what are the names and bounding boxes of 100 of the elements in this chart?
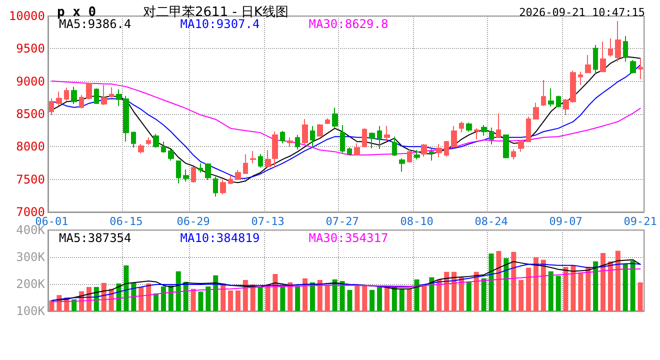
candlestick bbox=[496, 112, 501, 138]
candlestick bbox=[556, 95, 561, 108]
candlestick bbox=[287, 136, 293, 148]
candlestick bbox=[265, 150, 271, 168]
candlestick bbox=[541, 80, 546, 107]
candlestick bbox=[332, 107, 338, 128]
candlestick bbox=[168, 148, 174, 162]
candlestick bbox=[280, 130, 285, 144]
candlestick bbox=[213, 176, 218, 198]
candlestick bbox=[250, 150, 256, 164]
candlestick bbox=[94, 88, 99, 105]
candlestick bbox=[86, 82, 92, 100]
candlestick bbox=[295, 134, 300, 150]
candlestick bbox=[600, 41, 606, 72]
candlestick bbox=[153, 133, 159, 148]
x-tick-label: 06-15 bbox=[110, 215, 143, 228]
candlestick bbox=[64, 87, 69, 102]
candlestick bbox=[71, 86, 77, 105]
candlestick bbox=[608, 38, 613, 58]
candlestick bbox=[414, 150, 420, 160]
x-tick-label: 09-21 bbox=[624, 215, 657, 228]
candlestick bbox=[481, 124, 487, 136]
candlestick bbox=[578, 71, 583, 86]
candlestick bbox=[176, 160, 181, 184]
x-tick-label: 08-10 bbox=[400, 215, 434, 228]
text: MA5:387354 bbox=[59, 231, 132, 245]
y-tick-label: 7500 bbox=[16, 172, 45, 186]
candlestick bbox=[325, 118, 330, 124]
text: MA10:9307.4 bbox=[180, 17, 260, 31]
candlestick bbox=[243, 154, 248, 174]
candlestick bbox=[220, 179, 226, 195]
y-tick-label: 9500 bbox=[16, 42, 45, 56]
candlestick bbox=[101, 84, 107, 106]
candlestick bbox=[161, 141, 166, 154]
text: MA10:384819 bbox=[180, 231, 260, 245]
x-tick-label: 06-29 bbox=[176, 215, 210, 228]
candlestick bbox=[258, 153, 263, 168]
candlestick bbox=[392, 136, 397, 157]
candlestick bbox=[354, 142, 360, 156]
candlestick bbox=[340, 124, 345, 154]
candlestick bbox=[310, 126, 315, 148]
x-tick-label: 07-27 bbox=[326, 215, 359, 228]
candlestick bbox=[205, 162, 211, 180]
x-tick-label: 09-07 bbox=[549, 215, 582, 228]
candlestick bbox=[548, 88, 554, 108]
candlestick bbox=[503, 134, 509, 159]
line-series bbox=[51, 80, 641, 156]
y-tick-label: 9000 bbox=[16, 74, 45, 88]
candlestick bbox=[615, 20, 621, 62]
chart-subtitle: 2026-09-21 10:47:15 bbox=[519, 6, 646, 19]
candlestick bbox=[421, 143, 427, 158]
candlestick bbox=[198, 162, 203, 174]
y-tick-label: 8500 bbox=[16, 107, 45, 121]
candlestick bbox=[191, 166, 196, 184]
candlestick bbox=[399, 158, 405, 172]
candlestick bbox=[444, 140, 449, 158]
candlestick bbox=[451, 126, 457, 148]
candlestick bbox=[384, 125, 390, 142]
candlestick bbox=[49, 98, 54, 116]
candlestick bbox=[138, 143, 144, 154]
line-series bbox=[51, 268, 641, 302]
candlestick bbox=[228, 175, 233, 185]
text: MA30:8629.8 bbox=[308, 17, 388, 31]
candlestick bbox=[131, 131, 136, 148]
candlestick bbox=[369, 132, 375, 149]
y-tick-label: 300K bbox=[16, 250, 46, 264]
candlestick bbox=[302, 118, 308, 144]
candlestick bbox=[436, 143, 442, 158]
candlestick bbox=[526, 116, 531, 142]
candlestick bbox=[377, 126, 382, 150]
text: MA5:9386.4 bbox=[59, 17, 132, 31]
y-tick-label: 200K bbox=[16, 277, 46, 291]
candlestick bbox=[347, 146, 352, 154]
candlestick bbox=[638, 58, 643, 80]
y-tick-label: 8000 bbox=[16, 140, 45, 154]
x-tick-label: 07-13 bbox=[251, 215, 284, 228]
candlestick bbox=[533, 102, 539, 120]
y-tick-label: 10000 bbox=[8, 9, 45, 23]
annotation: p x 0 bbox=[57, 5, 96, 20]
text: MA30:354317 bbox=[308, 231, 388, 245]
candlestick bbox=[511, 148, 516, 160]
candlestick bbox=[630, 59, 636, 74]
candlestick bbox=[235, 169, 241, 180]
candlestick bbox=[79, 94, 84, 109]
candlestick bbox=[183, 168, 189, 182]
candlestick bbox=[429, 148, 434, 162]
candlestick bbox=[623, 35, 628, 62]
candlestick bbox=[109, 86, 114, 98]
candlestick bbox=[56, 91, 62, 107]
candlestick bbox=[459, 121, 464, 133]
candlestick bbox=[518, 140, 524, 152]
candlestick bbox=[272, 131, 278, 168]
candlestick bbox=[317, 123, 323, 138]
x-tick-label: 08-24 bbox=[474, 215, 508, 228]
candlestick bbox=[593, 44, 598, 75]
candlestick bbox=[407, 148, 412, 164]
candlestick bbox=[362, 128, 367, 148]
chart-title: 对二甲苯2611 - 日K线图 bbox=[143, 5, 289, 20]
candlestick bbox=[489, 127, 494, 145]
y-tick-label: 100K bbox=[16, 304, 46, 318]
